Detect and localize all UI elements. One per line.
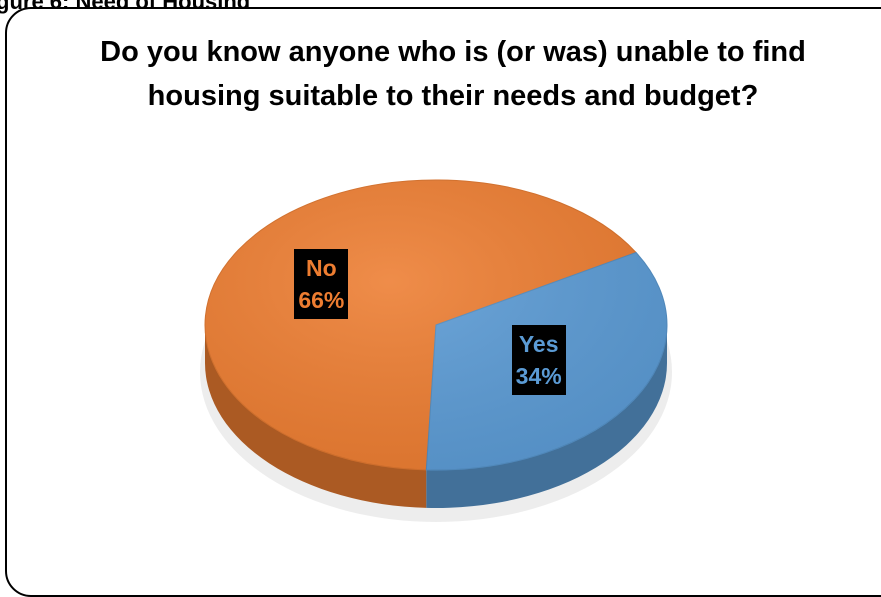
data-label-yes-percent: 34% (515, 362, 562, 389)
data-label-no-percent: 66% (298, 287, 345, 314)
pie-side-no (205, 325, 427, 508)
pie-sides (205, 325, 667, 508)
data-label-yes-name: Yes (518, 330, 559, 357)
pie-highlight (205, 180, 667, 470)
chart-title: Do you know anyone who is (or was) unabl… (100, 36, 806, 112)
data-label-no: No 66% (294, 249, 349, 320)
pie-side-yes (426, 325, 667, 508)
data-label-yes: Yes 34% (511, 324, 566, 395)
data-label-no-name: No (306, 255, 337, 282)
pie-chart (200, 179, 672, 522)
